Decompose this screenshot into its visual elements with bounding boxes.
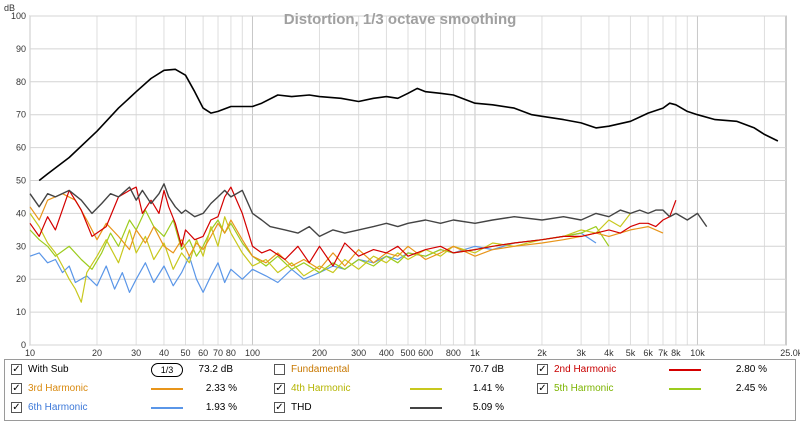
legend-item-5th-harmonic[interactable]: ✓ 5th Harmonic 2.45 % xyxy=(537,380,787,398)
x-tick-label: 30 xyxy=(131,348,141,358)
x-tick-label: 10k xyxy=(690,348,705,358)
y-axis-unit: dB xyxy=(4,3,15,13)
thd-checkbox[interactable]: ✓ xyxy=(274,402,285,413)
thd-label: THD xyxy=(291,402,312,413)
chart-title: Distortion, 1/3 octave smoothing xyxy=(284,11,517,28)
x-tick-label: 400 xyxy=(379,348,394,358)
x-tick-label: 4k xyxy=(604,348,614,358)
y-tick-label: 20 xyxy=(16,274,26,284)
x-tick-label: 60 xyxy=(198,348,208,358)
x-tick-label: 100 xyxy=(245,348,260,358)
x-tick-label: 20 xyxy=(92,348,102,358)
3rd-harmonic-label: 3rd Harmonic xyxy=(28,383,89,394)
5th-harmonic-checkbox[interactable]: ✓ xyxy=(537,383,548,394)
legend-item-fundamental[interactable]: Fundamental 70.7 dB xyxy=(274,361,514,379)
series-thd xyxy=(29,183,708,238)
4th-harmonic-label: 4th Harmonic xyxy=(291,383,351,394)
x-tick-label: 25.0k Hz xyxy=(780,348,800,358)
thd-swatch xyxy=(410,407,442,409)
series-3rd-harmonic xyxy=(29,193,664,270)
y-tick-label: 40 xyxy=(16,208,26,218)
6th-harmonic-value: 1.93 % xyxy=(205,402,237,413)
x-tick-label: 50 xyxy=(181,348,191,358)
5th-harmonic-value: 2.45 % xyxy=(735,383,767,394)
x-tick-label: 300 xyxy=(351,348,366,358)
5th-harmonic-label: 5th Harmonic xyxy=(554,383,614,394)
chart-series xyxy=(29,68,779,303)
6th-harmonic-swatch xyxy=(151,407,183,409)
y-axis-ticks: 0 10 20 30 40 50 60 70 80 90 100 xyxy=(11,11,26,350)
x-axis-ticks: 10 20 30 40 50 60 70 80 100 200 300 400 500 600 800 1k 2… xyxy=(25,348,800,358)
2nd-harmonic-label: 2nd Harmonic xyxy=(554,364,617,375)
y-tick-label: 100 xyxy=(11,11,26,21)
legend-item-with-sub[interactable]: ✓ With Sub 1/3 73.2 dB xyxy=(11,361,251,379)
fundamental-checkbox[interactable] xyxy=(274,364,285,375)
5th-harmonic-swatch xyxy=(669,388,701,390)
x-tick-label: 600 xyxy=(418,348,433,358)
x-tick-label: 8k xyxy=(671,348,681,358)
fundamental-value: 70.7 dB xyxy=(469,364,504,375)
x-tick-label: 80 xyxy=(226,348,236,358)
smoothing-button[interactable]: 1/3 xyxy=(151,363,183,377)
y-tick-label: 60 xyxy=(16,143,26,153)
x-tick-label: 40 xyxy=(159,348,169,358)
y-tick-label: 90 xyxy=(16,44,26,54)
4th-harmonic-value: 1.41 % xyxy=(472,383,504,394)
y-tick-label: 30 xyxy=(16,241,26,251)
with-sub-value: 73.2 dB xyxy=(198,364,233,375)
x-tick-label: 70 xyxy=(213,348,223,358)
6th-harmonic-checkbox[interactable]: ✓ xyxy=(11,402,22,413)
x-tick-label: 200 xyxy=(312,348,327,358)
legend-item-6th-harmonic[interactable]: ✓ 6th Harmonic 1.93 % xyxy=(11,399,251,417)
2nd-harmonic-value: 2.80 % xyxy=(735,364,767,375)
x-tick-label: 5k xyxy=(626,348,636,358)
y-tick-label: 70 xyxy=(16,110,26,120)
with-sub-checkbox[interactable]: ✓ xyxy=(11,364,22,375)
legend-item-4th-harmonic[interactable]: ✓ 4th Harmonic 1.41 % xyxy=(274,380,514,398)
legend-item-2nd-harmonic[interactable]: ✓ 2nd Harmonic 2.80 % xyxy=(537,361,787,379)
x-tick-label: 800 xyxy=(446,348,461,358)
x-tick-label: 3k xyxy=(576,348,586,358)
6th-harmonic-label: 6th Harmonic xyxy=(28,402,88,413)
series-4th-harmonic xyxy=(29,213,631,303)
thd-value: 5.09 % xyxy=(472,402,504,413)
with-sub-label: With Sub xyxy=(28,364,69,375)
series-with-sub xyxy=(38,68,779,182)
grid xyxy=(29,15,786,346)
x-tick-label: 7k xyxy=(658,348,668,358)
legend-panel: ✓ With Sub 1/3 73.2 dB Fundamental 70.7 … xyxy=(4,359,796,421)
legend-item-3rd-harmonic[interactable]: ✓ 3rd Harmonic 2.33 % xyxy=(11,380,251,398)
legend-item-thd[interactable]: ✓ THD 5.09 % xyxy=(274,399,514,417)
fundamental-label: Fundamental xyxy=(291,364,350,375)
y-tick-label: 0 xyxy=(21,340,26,350)
x-tick-label: 500 xyxy=(400,348,415,358)
3rd-harmonic-value: 2.33 % xyxy=(205,383,237,394)
3rd-harmonic-swatch xyxy=(151,388,183,390)
y-tick-label: 10 xyxy=(16,307,26,317)
4th-harmonic-swatch xyxy=(410,388,442,390)
4th-harmonic-checkbox[interactable]: ✓ xyxy=(274,383,285,394)
2nd-harmonic-swatch xyxy=(669,369,701,371)
series-2nd-harmonic xyxy=(29,186,677,267)
y-tick-label: 50 xyxy=(16,176,26,186)
3rd-harmonic-checkbox[interactable]: ✓ xyxy=(11,383,22,394)
y-tick-label: 80 xyxy=(16,77,26,87)
2nd-harmonic-checkbox[interactable]: ✓ xyxy=(537,364,548,375)
x-tick-label: 2k xyxy=(537,348,547,358)
x-tick-label: 10 xyxy=(25,348,35,358)
x-tick-label: 1k xyxy=(470,348,480,358)
x-tick-label: 6k xyxy=(643,348,653,358)
